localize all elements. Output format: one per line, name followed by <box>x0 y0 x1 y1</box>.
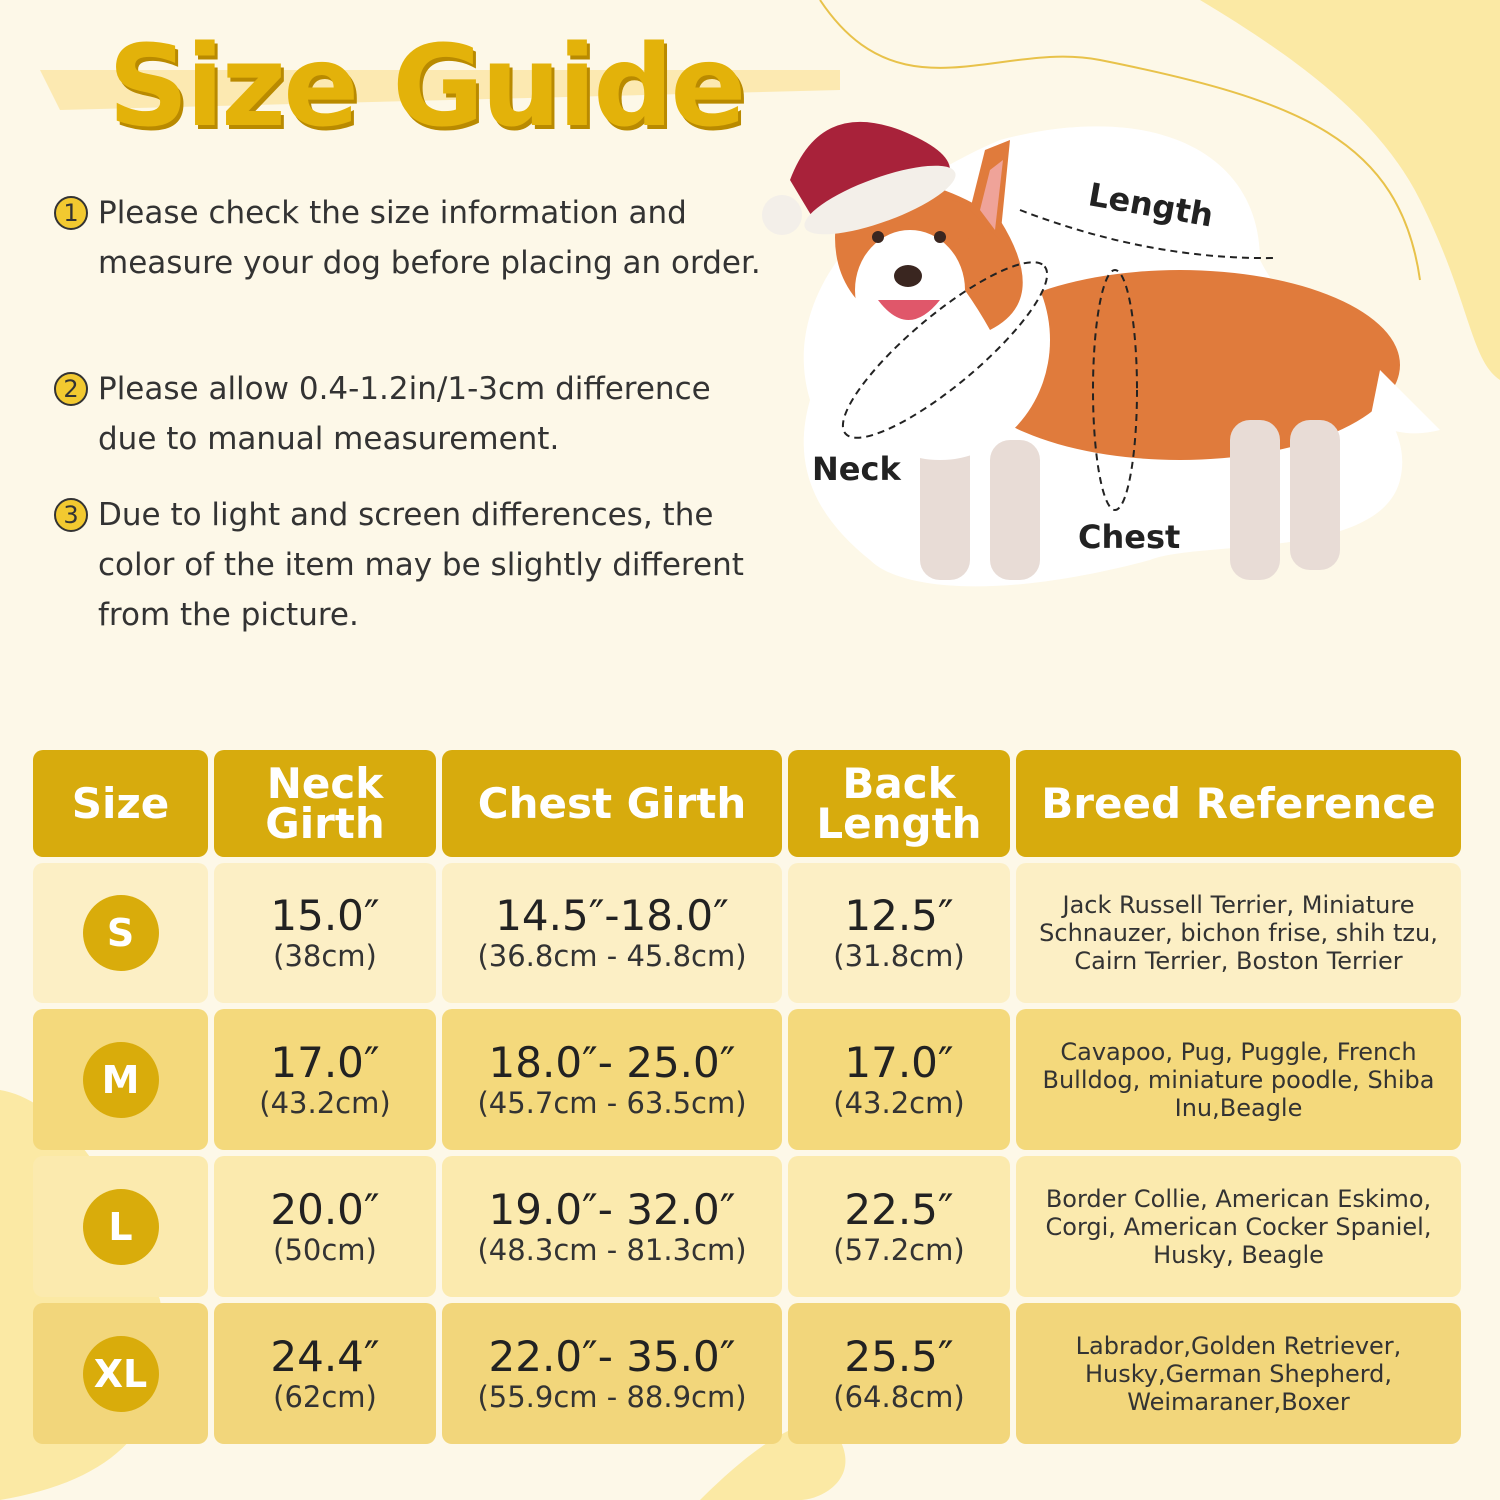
inches: 22.0″- 35.0″ <box>488 1331 736 1381</box>
back-cell: 12.5″ (31.8cm) <box>788 863 1010 1003</box>
inches: 17.0″ <box>844 1037 954 1087</box>
inches: 19.0″- 32.0″ <box>488 1184 736 1234</box>
chest-cell: 18.0″- 25.0″ (45.7cm - 63.5cm) <box>442 1009 782 1150</box>
back-cell: 25.5″ (64.8cm) <box>788 1303 1010 1444</box>
size-table: Size Neck Girth Chest Girth Back Length Bree… <box>33 750 1461 1444</box>
back-cell: 17.0″ (43.2cm) <box>788 1009 1010 1150</box>
neck-cell: 20.0″ (50cm) <box>214 1156 436 1297</box>
inches: 15.0″ <box>270 891 380 940</box>
chest-label: Chest <box>1078 518 1181 556</box>
centimeters: (50cm) <box>273 1232 377 1267</box>
size-cell: L <box>33 1156 208 1297</box>
inches: 18.0″- 25.0″ <box>488 1037 736 1087</box>
breed-cell: Jack Russell Terrier, Miniature Schnauze… <box>1016 863 1461 1003</box>
neck-label: Neck <box>812 450 901 488</box>
breed-cell: Labrador,Golden Retriever, Husky,German … <box>1016 1303 1461 1444</box>
size-badge: S <box>82 895 159 971</box>
inches: 12.5″ <box>844 891 954 940</box>
note-text: Please allow 0.4-1.2in/1-3cm difference … <box>98 371 711 457</box>
centimeters: (62cm) <box>273 1379 377 1414</box>
header-cell: Chest Girth <box>442 750 782 857</box>
centimeters: (57.2cm) <box>833 1232 965 1267</box>
inches: 20.0″ <box>270 1184 380 1234</box>
centimeters: (43.2cm) <box>833 1085 965 1120</box>
centimeters: (64.8cm) <box>833 1379 965 1414</box>
size-badge: L <box>82 1188 159 1265</box>
neck-cell: 15.0″ (38cm) <box>214 863 436 1003</box>
chest-cell: 19.0″- 32.0″ (48.3cm - 81.3cm) <box>442 1156 782 1297</box>
header-cell: Breed Reference <box>1016 750 1461 857</box>
centimeters: (45.7cm - 63.5cm) <box>477 1085 747 1120</box>
centimeters: (36.8cm - 45.8cm) <box>477 939 747 973</box>
size-badge: XL <box>82 1335 159 1412</box>
inches: 14.5″-18.0″ <box>495 891 729 940</box>
size-badge: M <box>82 1041 159 1118</box>
centimeters: (38cm) <box>273 939 377 973</box>
neck-cell: 24.4″ (62cm) <box>214 1303 436 1444</box>
header-cell: Size <box>33 750 208 857</box>
note: 3 Due to light and screen differences, th… <box>54 490 774 640</box>
centimeters: (43.2cm) <box>259 1085 391 1120</box>
inches: 17.0″ <box>270 1037 380 1087</box>
note-text: Please check the size information and me… <box>98 195 761 281</box>
centimeters: (31.8cm) <box>833 939 965 973</box>
note-number: 3 <box>54 498 88 532</box>
header-cell: Back Length <box>788 750 1010 857</box>
neck-cell: 17.0″ (43.2cm) <box>214 1009 436 1150</box>
centimeters: (55.9cm - 88.9cm) <box>477 1379 747 1414</box>
chest-cell: 22.0″- 35.0″ (55.9cm - 88.9cm) <box>442 1303 782 1444</box>
chest-cell: 14.5″-18.0″ (36.8cm - 45.8cm) <box>442 863 782 1003</box>
title: Size Guide <box>108 22 746 152</box>
inches: 25.5″ <box>844 1331 954 1381</box>
size-cell: M <box>33 1009 208 1150</box>
note: 2 Please allow 0.4-1.2in/1-3cm difference… <box>54 364 774 464</box>
breed-cell: Cavapoo, Pug, Puggle, French Bulldog, mi… <box>1016 1009 1461 1150</box>
note-number: 2 <box>54 372 88 406</box>
note-text: Due to light and screen differences, the… <box>98 497 744 633</box>
header-cell: Neck Girth <box>214 750 436 857</box>
size-cell: S <box>33 863 208 1003</box>
note: 1 Please check the size information and m… <box>54 188 774 288</box>
back-cell: 22.5″ (57.2cm) <box>788 1156 1010 1297</box>
inches: 24.4″ <box>270 1331 380 1381</box>
centimeters: (48.3cm - 81.3cm) <box>477 1232 747 1267</box>
breed-cell: Border Collie, American Eskimo, Corgi, A… <box>1016 1156 1461 1297</box>
note-number: 1 <box>54 196 88 230</box>
size-cell: XL <box>33 1303 208 1444</box>
inches: 22.5″ <box>844 1184 954 1234</box>
